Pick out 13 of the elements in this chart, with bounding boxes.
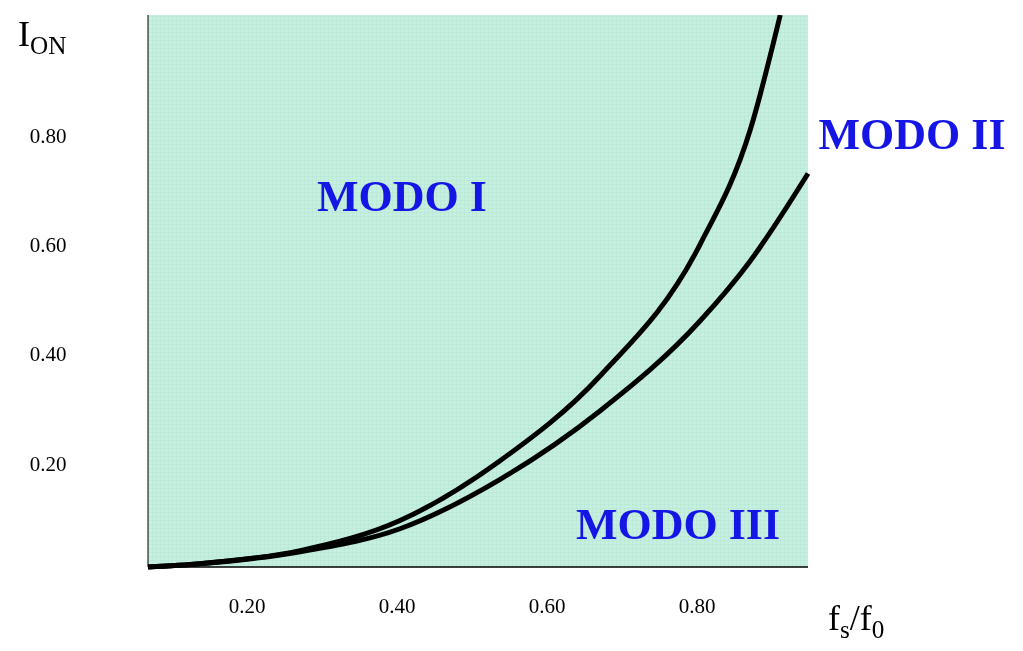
x-tick-label: 0.20 bbox=[228, 594, 266, 618]
annotation: MODO III bbox=[575, 500, 781, 549]
x-tick-label: 0.60 bbox=[528, 594, 566, 618]
y-tick-label: 0.40 bbox=[29, 342, 67, 367]
y-axis-title: I$_{ON}$ bbox=[18, 14, 67, 59]
y-tick-label: 0.20 bbox=[29, 451, 67, 476]
annotation: MODO I bbox=[317, 172, 487, 221]
text: MODO II bbox=[818, 110, 1006, 159]
y-tick-label: 0.80 bbox=[29, 123, 67, 148]
x-axis-title: f$_{s}$/f$_{0}$ bbox=[828, 598, 885, 643]
x-tick-label: 0.40 bbox=[378, 594, 416, 618]
y-tick-label: 0.60 bbox=[29, 232, 67, 257]
x-tick-label: 0.80 bbox=[678, 594, 716, 618]
